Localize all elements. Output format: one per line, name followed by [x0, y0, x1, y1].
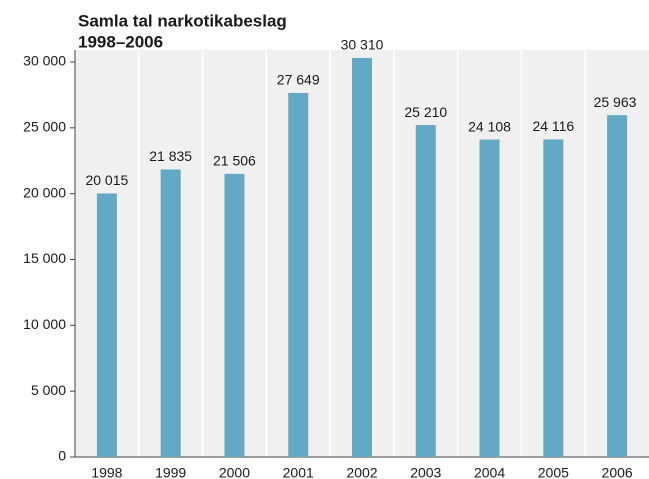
value-label: 24 108: [468, 118, 511, 134]
chart-subtitle: 1998–2006: [78, 32, 163, 51]
value-label: 24 116: [532, 118, 574, 134]
value-label: 20 015: [85, 172, 128, 188]
bar: [607, 115, 628, 457]
value-label: 25 210: [404, 104, 447, 120]
value-label: 21 506: [213, 153, 256, 169]
x-tick-label: 2006: [602, 465, 633, 479]
y-tick-label: 5 000: [31, 382, 66, 398]
bar: [288, 92, 309, 457]
y-tick-label: 25 000: [23, 119, 66, 135]
x-tick-label: 2000: [219, 465, 250, 479]
bar: [96, 193, 117, 457]
y-tick-label: 0: [58, 448, 66, 464]
y-tick-label: 10 000: [23, 316, 66, 332]
x-tick-label: 2005: [538, 465, 569, 479]
x-tick-label: 2001: [283, 465, 314, 479]
value-label: 30 310: [341, 37, 384, 53]
x-tick-label: 2003: [410, 465, 441, 479]
x-tick-label: 2004: [474, 465, 505, 479]
x-tick-label: 2002: [346, 465, 377, 479]
value-label: 21 835: [149, 148, 192, 164]
chart-title: Samla tal narkotikabeslag: [78, 11, 287, 30]
bar: [479, 139, 500, 457]
value-label: 25 963: [594, 94, 637, 110]
bar: [352, 57, 372, 457]
bar: [160, 169, 181, 457]
bar: [224, 173, 245, 458]
bar: [543, 139, 564, 458]
y-tick-label: 20 000: [23, 184, 66, 200]
x-tick-label: 1999: [155, 465, 186, 479]
y-tick-label: 15 000: [23, 250, 66, 266]
value-label: 27 649: [277, 72, 320, 88]
y-tick-label: 30 000: [23, 53, 66, 69]
bar: [415, 125, 436, 458]
x-tick-label: 1998: [91, 465, 122, 479]
